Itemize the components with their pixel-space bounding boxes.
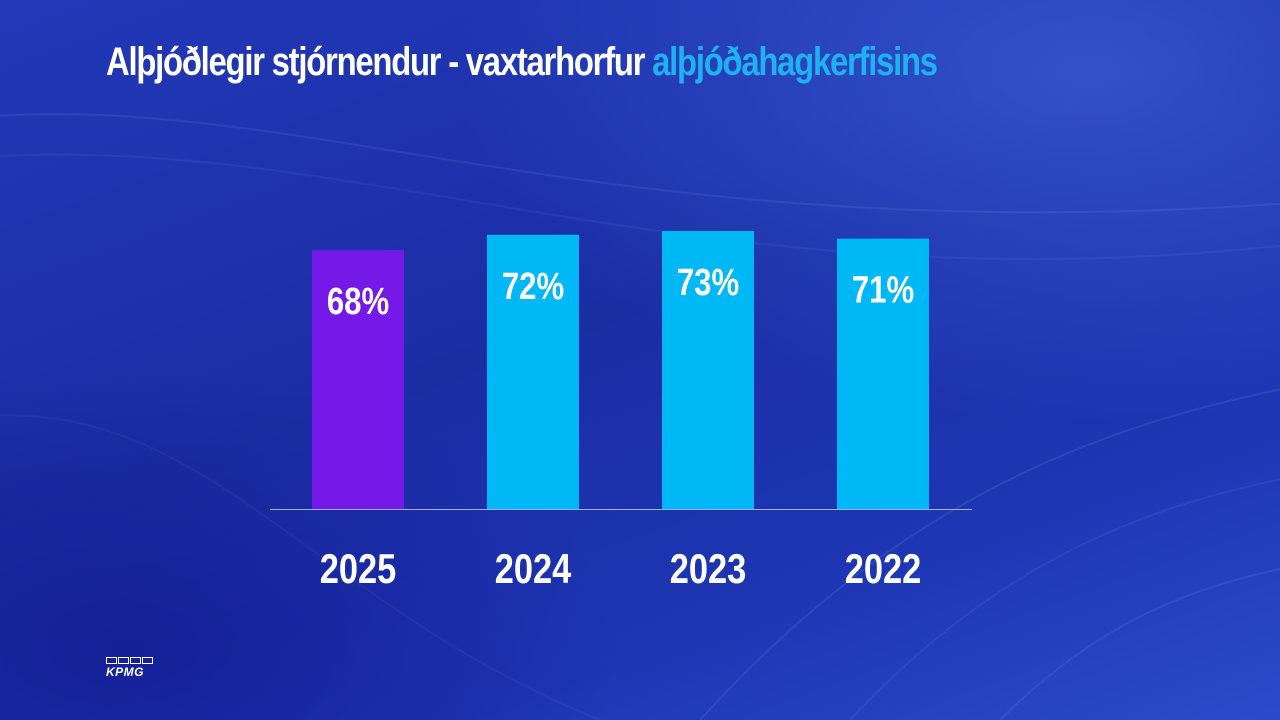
title-accent: alþjóðahagkerfisins — [652, 40, 938, 84]
data-label-2024: 72% — [502, 266, 564, 308]
bar-2023 — [662, 231, 754, 509]
x-tick-label-2024: 2024 — [495, 546, 572, 593]
x-tick-label-2025: 2025 — [320, 546, 397, 593]
data-label-2023: 73% — [677, 262, 739, 304]
bar-2022 — [837, 238, 929, 509]
data-label-2025: 68% — [327, 281, 389, 323]
x-tick-label-2022: 2022 — [845, 546, 922, 593]
x-tick-label-2023: 2023 — [670, 546, 747, 593]
slide-title: Alþjóðlegir stjórnendur - vaxtarhorfur a… — [106, 40, 938, 85]
title-main: Alþjóðlegir stjórnendur - vaxtarhorfur — [106, 40, 653, 84]
kpmg-logo: KPMG — [106, 657, 153, 679]
bar-2024 — [487, 234, 579, 509]
logo-text: KPMG — [106, 665, 144, 679]
bar-2025 — [312, 250, 404, 510]
data-label-2022: 71% — [852, 270, 914, 312]
